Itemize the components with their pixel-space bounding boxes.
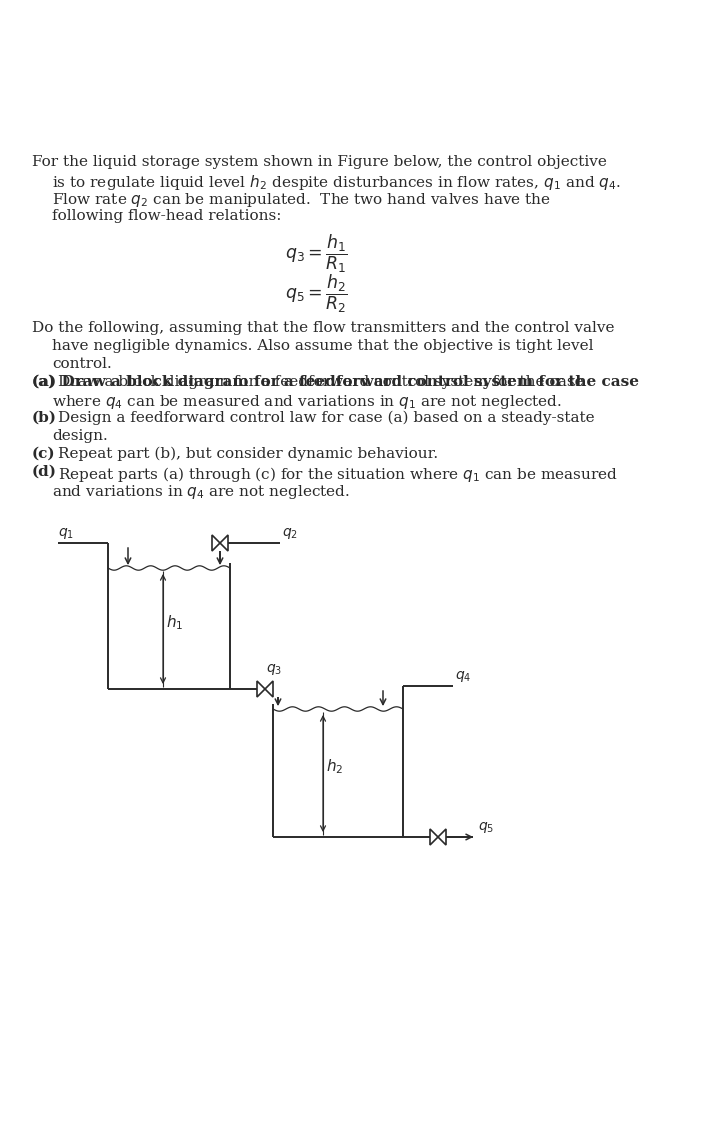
Text: Repeat part (b), but consider dynamic behaviour.: Repeat part (b), but consider dynamic be… — [58, 447, 438, 461]
Text: (a): (a) — [32, 375, 56, 389]
Text: following flow-head relations:: following flow-head relations: — [52, 209, 282, 223]
Text: $q_5$: $q_5$ — [478, 820, 494, 835]
Text: (b): (b) — [32, 411, 57, 425]
Text: (c): (c) — [32, 447, 55, 461]
Text: (a) Draw a block diagram for a feedforward control system for the case: (a) Draw a block diagram for a feedforwa… — [32, 375, 639, 389]
Text: have negligible dynamics. Also assume that the objective is tight level: have negligible dynamics. Also assume th… — [52, 339, 593, 352]
Text: $h_1$: $h_1$ — [166, 613, 184, 631]
Text: (d): (d) — [32, 465, 57, 479]
Text: control.: control. — [52, 357, 112, 371]
Text: $h_2$: $h_2$ — [326, 758, 343, 776]
Text: Design a feedforward control law for case (a) based on a steady-state: Design a feedforward control law for cas… — [58, 411, 595, 426]
Text: $q_4$: $q_4$ — [455, 669, 472, 684]
Text: $q_2$: $q_2$ — [282, 526, 298, 541]
Text: Repeat parts (a) through (c) for the situation where $q_1$ can be measured: Repeat parts (a) through (c) for the sit… — [58, 465, 618, 484]
Text: Do the following, assuming that the flow transmitters and the control valve: Do the following, assuming that the flow… — [32, 321, 614, 335]
Text: design.: design. — [52, 429, 108, 443]
Text: $q_1$: $q_1$ — [58, 526, 74, 541]
Text: Flow rate $q_2$ can be manipulated.  The two hand valves have the: Flow rate $q_2$ can be manipulated. The … — [52, 191, 551, 209]
Text: Draw a block diagram for a feedforward control system for the case: Draw a block diagram for a feedforward c… — [58, 375, 584, 389]
Text: For the liquid storage system shown in Figure below, the control objective: For the liquid storage system shown in F… — [32, 155, 607, 169]
Text: where $q_4$ can be measured and variations in $q_1$ are not neglected.: where $q_4$ can be measured and variatio… — [52, 393, 562, 411]
Text: and variations in $q_4$ are not neglected.: and variations in $q_4$ are not neglecte… — [52, 483, 350, 501]
Text: $q_3$: $q_3$ — [266, 662, 282, 677]
Text: $q_5 = \dfrac{h_2}{R_2}$: $q_5 = \dfrac{h_2}{R_2}$ — [285, 273, 348, 316]
Text: $q_3 = \dfrac{h_1}{R_1}$: $q_3 = \dfrac{h_1}{R_1}$ — [285, 233, 348, 276]
Text: is to regulate liquid level $h_2$ despite disturbances in flow rates, $q_1$ and : is to regulate liquid level $h_2$ despit… — [52, 173, 621, 192]
